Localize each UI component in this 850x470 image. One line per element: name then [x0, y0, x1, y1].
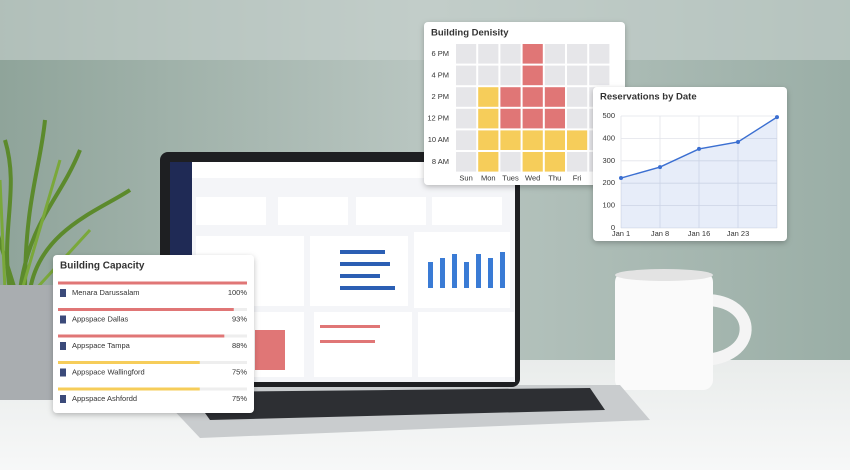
line-area — [621, 117, 777, 228]
card-title: Building Denisity — [431, 28, 509, 39]
line-point — [775, 115, 779, 120]
capacity-label: 93% — [232, 314, 247, 323]
capacity-label: 88% — [232, 341, 247, 350]
plant — [0, 119, 132, 400]
heat-cell — [544, 65, 565, 86]
line-point — [736, 139, 740, 144]
line-point — [658, 165, 662, 170]
heat-cell — [522, 65, 543, 86]
building-icon — [60, 342, 66, 350]
heat-cell — [478, 87, 499, 107]
reservations-card: Reservations by Date 0 100 200 300 400 500 Jan… — [593, 87, 787, 241]
building-name: Appspace Dallas — [72, 314, 129, 323]
building-density-card: Building Denisity 6 PM 4 PM 2 PM 12 PM 10 AM… — [424, 22, 625, 185]
building-name: Appspace Ashfordd — [72, 394, 137, 403]
heat-cell — [567, 44, 588, 64]
row-label: 10 AM — [428, 135, 449, 144]
heat-cell — [544, 152, 565, 172]
row-label: 6 PM — [431, 49, 449, 58]
y-tick-label: 400 — [602, 133, 615, 142]
heat-cell — [522, 44, 543, 64]
heat-cell — [567, 108, 588, 129]
x-tick-label: Jan 1 — [612, 229, 630, 238]
building-name: Appspace Tampa — [72, 341, 131, 350]
y-tick-label: 300 — [602, 156, 615, 165]
heat-cell — [522, 152, 543, 172]
y-tick-label: 500 — [602, 111, 615, 120]
building-name: Menara Darussalam — [72, 288, 140, 297]
pot — [0, 285, 60, 400]
building-icon — [60, 289, 66, 297]
heat-cell — [544, 87, 565, 107]
mug — [615, 269, 752, 390]
heat-cell — [567, 65, 588, 86]
capacity-bar — [58, 387, 200, 391]
column-label: Thu — [548, 174, 561, 183]
column-label: Sun — [459, 174, 472, 183]
row-label: 4 PM — [431, 70, 449, 79]
heat-cell — [544, 108, 565, 129]
capacity-bar — [58, 334, 225, 338]
heat-cell — [500, 108, 521, 129]
line-point — [619, 176, 623, 181]
capacity-bar — [58, 308, 234, 311]
heat-cell — [522, 87, 543, 107]
row-label: 8 AM — [432, 157, 449, 166]
heat-cell — [456, 130, 477, 150]
heat-cell — [522, 108, 543, 129]
heat-cell — [567, 87, 588, 107]
y-tick-label: 0 — [611, 223, 615, 232]
heat-cell — [544, 44, 565, 64]
building-icon — [60, 395, 66, 403]
building-capacity-card: Building Capacity Menara Darussalam 100% A… — [53, 255, 254, 413]
column-label: Mon — [481, 174, 496, 183]
capacity-bar — [58, 361, 200, 364]
building-icon — [60, 368, 66, 377]
column-label: Fri — [573, 174, 582, 183]
heat-cell — [478, 108, 499, 129]
heat-cell — [456, 152, 477, 172]
capacity-label: 100% — [228, 288, 248, 297]
capacity-label: 75% — [232, 367, 247, 376]
y-tick-label: 200 — [602, 178, 615, 187]
heat-cell — [589, 65, 610, 86]
heat-cell — [456, 65, 477, 86]
heat-cell — [500, 44, 521, 64]
card-title: Reservations by Date — [600, 92, 697, 103]
heat-cell — [478, 152, 499, 172]
heat-cell — [478, 65, 499, 86]
heat-cell — [500, 152, 521, 172]
heat-cell — [500, 130, 521, 150]
heat-cell — [567, 152, 588, 172]
heat-cell — [589, 44, 610, 64]
heat-cell — [544, 130, 565, 150]
building-name: Appspace Wallingford — [72, 367, 145, 376]
capacity-bar — [58, 281, 247, 285]
column-label: Wed — [525, 174, 540, 183]
capacity-label: 75% — [232, 394, 247, 403]
x-tick-label: Jan 8 — [651, 229, 669, 238]
row-label: 12 PM — [427, 114, 449, 123]
heat-cell — [456, 108, 477, 129]
heat-cell — [478, 44, 499, 64]
heat-cell — [567, 130, 588, 150]
row-label: 2 PM — [431, 92, 449, 101]
heat-cell — [456, 87, 477, 107]
heat-cell — [500, 65, 521, 86]
building-icon — [60, 315, 66, 324]
y-tick-label: 100 — [602, 201, 615, 210]
x-tick-label: Jan 23 — [727, 229, 750, 238]
card-title: Building Capacity — [60, 261, 145, 272]
column-label: Tues — [502, 174, 519, 183]
heat-cell — [500, 87, 521, 107]
x-tick-label: Jan 16 — [688, 229, 711, 238]
heat-cell — [522, 130, 543, 150]
heat-cell — [456, 44, 477, 64]
line-point — [697, 146, 701, 151]
heat-cell — [478, 130, 499, 150]
